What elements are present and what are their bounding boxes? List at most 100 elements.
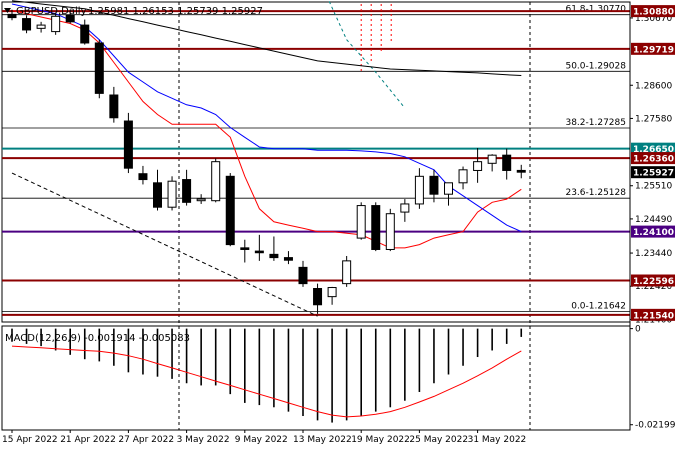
candle[interactable] xyxy=(400,199,410,222)
time-tick-label: 21 Apr 2022 xyxy=(60,435,116,445)
candle[interactable] xyxy=(167,176,177,211)
bear-candle-body xyxy=(502,154,512,171)
candle[interactable] xyxy=(94,39,104,99)
dropdown-triangle-icon[interactable] xyxy=(4,8,11,13)
bear-candle-body xyxy=(109,94,119,119)
candle[interactable] xyxy=(269,236,279,261)
price-level-badge-label: 1.26360 xyxy=(633,155,674,165)
axes: 1.30670 1.28600 1.27580 1.25510 1.24490 1.234… xyxy=(2,2,675,445)
candle[interactable] xyxy=(473,148,483,183)
bear-candle-body xyxy=(313,288,323,306)
bear-candle-body xyxy=(371,205,381,250)
price-level-badge xyxy=(631,42,675,55)
candle[interactable] xyxy=(36,21,46,33)
candle[interactable] xyxy=(458,166,468,190)
candle[interactable] xyxy=(123,112,133,174)
candle[interactable] xyxy=(51,13,61,35)
price-tick-label: 1.28600 xyxy=(635,81,672,91)
bear-candle-body xyxy=(123,120,133,169)
blue-moving-average-line xyxy=(11,3,522,233)
price-level-badge-label: 1.21540 xyxy=(633,311,674,321)
bull-candle-body xyxy=(211,161,221,202)
bear-candle-body xyxy=(298,266,308,285)
bull-candle-body xyxy=(487,154,497,164)
price-level-badge xyxy=(631,166,675,179)
candle[interactable] xyxy=(342,255,352,287)
candle[interactable] xyxy=(444,182,453,206)
candle[interactable] xyxy=(182,169,192,206)
time-tick-label: 25 May 2022 xyxy=(409,435,468,445)
bear-candle-body xyxy=(269,253,279,259)
candle[interactable] xyxy=(313,283,323,314)
candle[interactable] xyxy=(487,154,497,172)
candle[interactable] xyxy=(429,169,439,203)
price-level-badge xyxy=(631,308,675,321)
price-level-badge-label: 1.30880 xyxy=(633,8,674,18)
candle[interactable] xyxy=(414,168,424,209)
price-tick-label: 1.30670 xyxy=(635,14,672,24)
candle[interactable] xyxy=(22,15,32,34)
candle[interactable] xyxy=(7,9,17,21)
candle[interactable] xyxy=(211,158,221,203)
candle[interactable] xyxy=(283,251,293,265)
candle[interactable] xyxy=(371,202,381,252)
price-panel[interactable]: 61.8-1.30770 50.0-1.29028 38.2-1.27285 23.6… xyxy=(1,0,631,430)
bull-candle-body xyxy=(167,180,177,208)
candle[interactable] xyxy=(502,148,512,180)
bull-candle-body xyxy=(342,260,352,285)
fib-level-label: 50.0-1.29028 xyxy=(565,61,626,71)
bear-candle-body xyxy=(254,250,264,254)
candle[interactable] xyxy=(254,234,264,261)
bear-candle-body xyxy=(516,169,526,173)
candle[interactable] xyxy=(327,286,337,305)
header: GBPUSD,Daily 1.25981 1.26153 1.25739 1.2… xyxy=(4,6,263,344)
time-tick-label: 15 Apr 2022 xyxy=(2,435,58,445)
macd-panel[interactable] xyxy=(1,325,631,431)
candle[interactable] xyxy=(385,208,395,252)
candle[interactable] xyxy=(109,86,119,123)
time-tick-label: 13 May 2022 xyxy=(293,435,352,445)
candle[interactable] xyxy=(196,194,206,204)
price-level-badge-label: 1.25927 xyxy=(633,169,674,179)
fib-level-label: 0.0-1.21642 xyxy=(571,302,626,312)
price-level-badge xyxy=(631,152,675,165)
candle[interactable] xyxy=(225,173,235,247)
bear-candle-body xyxy=(80,24,90,44)
bull-candle-body xyxy=(327,287,337,298)
fib-level-label: 23.6-1.25128 xyxy=(565,188,626,198)
price-level-badge-label: 1.29719 xyxy=(633,45,674,55)
bull-candle-body xyxy=(51,15,61,33)
candle[interactable] xyxy=(153,169,162,211)
price-tick-label: 1.22420 xyxy=(635,282,672,292)
trend-line-dashed[interactable] xyxy=(11,172,318,317)
bull-candle-body xyxy=(36,24,46,29)
symbol-label: GBPUSD,Daily xyxy=(16,6,87,17)
bear-candle-body xyxy=(182,179,192,203)
bear-candle-body xyxy=(153,182,162,208)
bull-candle-body xyxy=(444,182,453,195)
fib-level-label: 38.2-1.27285 xyxy=(565,118,626,128)
bull-candle-body xyxy=(385,213,395,250)
fib-fan-teal xyxy=(328,1,406,109)
bear-candle-body xyxy=(65,14,75,23)
bull-candle-body xyxy=(458,169,468,184)
candle[interactable] xyxy=(65,9,75,24)
candle[interactable] xyxy=(356,202,366,240)
price-tick-label: 1.23440 xyxy=(635,249,672,259)
bear-candle-body xyxy=(429,175,439,195)
bull-candle-body xyxy=(400,203,410,213)
candle[interactable] xyxy=(138,165,148,185)
price-level-badge xyxy=(631,142,675,155)
price-tick-label: 1.24490 xyxy=(635,215,672,225)
candle[interactable] xyxy=(240,239,250,263)
red-moving-average-line xyxy=(11,10,522,249)
price-level-badge-label: 1.24100 xyxy=(633,228,674,238)
bear-candle-body xyxy=(138,173,148,181)
candle[interactable] xyxy=(516,164,526,179)
candle[interactable] xyxy=(298,260,308,287)
candle[interactable] xyxy=(80,19,90,45)
bear-candle-body xyxy=(7,13,17,19)
